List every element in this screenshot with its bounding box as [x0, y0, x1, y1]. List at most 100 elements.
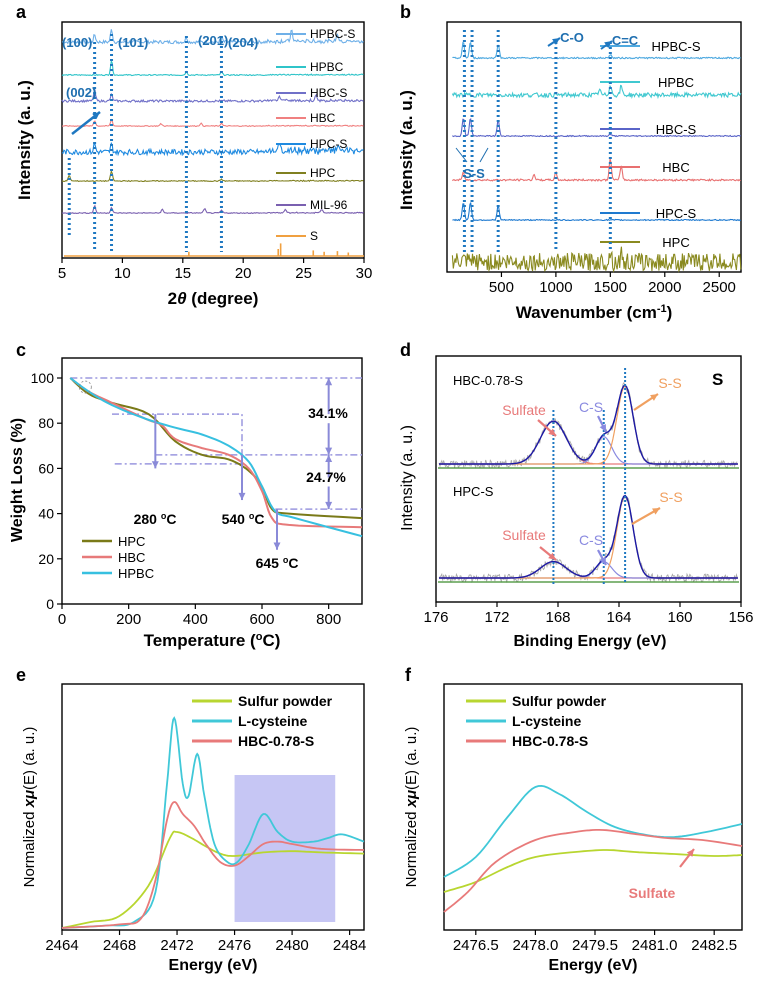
panel-b-ann-co: C-O: [560, 30, 584, 45]
panel-d-xlabel: Binding Energy (eV): [514, 633, 667, 650]
panel-d-arrow-sulfate-2-head: [548, 552, 556, 560]
panel-c-ann-280-c: C: [166, 511, 176, 527]
panel-f-ylabel: Normalized xμ(E) (a. u.): [403, 727, 420, 888]
panel-b-legend-HBC-S: HBC-S: [656, 122, 697, 137]
panel-b-ann-cc: C=C: [612, 33, 639, 48]
panel-e-frame: [61, 683, 365, 931]
panel-c-ann-280-deg: o: [161, 511, 167, 521]
panel-e-xtick-label-2: 2472: [160, 937, 193, 954]
panel-b-series-HPBC-S: [452, 41, 742, 60]
panel-a-xtick-label-2: 15: [174, 265, 191, 282]
panel-d-arrow-ss-2-head: [652, 508, 660, 515]
panel-a-xtick-label-5: 30: [356, 265, 373, 282]
panel-e-series-Sulfur powder: [61, 830, 365, 929]
panel-a-legend-HPC-S: HPC-S: [310, 137, 347, 151]
panel-d-arrow-cs-1-head: [599, 424, 606, 432]
panel-letter-b: b: [400, 2, 411, 22]
panel-c-ann-540: 540 oC: [222, 511, 265, 527]
panel-f-ann-sulfate: Sulfate: [629, 885, 676, 901]
panel-f-ylabel-x: x: [403, 798, 420, 808]
panel-b-ss-line-2: [479, 147, 489, 163]
panel-c-ytick-label-0: 0: [46, 596, 54, 612]
panel-d-xtick-label-5: 156: [728, 609, 753, 626]
panel-f-series-HBC-0.78-S: [443, 829, 743, 913]
panel-b-xtick-label-4: 2500: [703, 279, 736, 296]
panel-e-xtick-label-0: 2464: [45, 937, 78, 954]
panel-d-xtick-label-0: 176: [423, 609, 448, 626]
panel-c-ann-341: 34.1%: [308, 405, 348, 421]
panel-c-xtick-label-4: 800: [316, 611, 341, 628]
panel-d-label-hbc: HBC-0.78-S: [453, 373, 523, 388]
panel-c-arrow-540-head: [238, 492, 246, 501]
panel-c-ann-540-c: C: [254, 511, 264, 527]
panel-e-xtick-label-5: 2484: [333, 937, 366, 954]
panel-a-ann-002: (002): [66, 85, 96, 100]
panel-f-legend-0: Sulfur powder: [512, 693, 607, 709]
panel-b-ylabel: Intensity (a. u.): [397, 90, 416, 210]
panel-b-xtick-label-3: 2000: [648, 279, 681, 296]
panel-f-series-Sulfur powder: [443, 849, 743, 893]
panel-c-small-circle: [78, 380, 92, 394]
panel-d-fit-1: [439, 494, 738, 579]
panel-a-series-HBC: [61, 118, 364, 128]
panel-a-legend-HBC: HBC: [310, 111, 336, 125]
panel-b-arrow-cc-head: [604, 41, 612, 49]
panel-c-xtick-label-1: 200: [116, 611, 141, 628]
panel-f-xtick-label-3: 2481.0: [632, 937, 678, 954]
panel-a-legend-MIL-96: MIL-96: [310, 198, 348, 212]
panel-a-ylabel: Intensity (a. u.): [15, 80, 34, 200]
panel-letter-e: e: [16, 665, 26, 685]
panel-d-arrow-ss-1-head: [650, 394, 658, 401]
panel-c-legend-HPBC: HPBC: [118, 566, 154, 581]
panel-b-series-HBC: [452, 158, 741, 182]
panel-d-arrow-cs-2-head: [599, 557, 606, 565]
panel-d-ann-cs-1: C-S: [579, 399, 603, 415]
panel-a-xlabel-post: (degree): [187, 289, 259, 308]
panel-b-legend-HPBC: HPBC: [658, 75, 694, 90]
panel-e-legend-2: HBC-0.78-S: [238, 733, 314, 749]
panel-c-ytick-label-5: 100: [31, 370, 55, 386]
panel-f-series-L-cysteine: [443, 784, 743, 878]
panel-d-comp-0-2: [439, 385, 738, 465]
panel-b-xlabel-sup: -1: [657, 303, 667, 315]
panel-b-xlabel: Wavenumber (cm-1): [516, 303, 673, 322]
panel-d-ylabel: Intensity (a. u.): [399, 425, 416, 531]
panel-f-xtick-label-4: 2482.5: [691, 937, 737, 954]
panel-a-frame: [61, 21, 365, 259]
panel-f-frame: [443, 683, 743, 931]
panel-e-legend-1: L-cysteine: [238, 713, 307, 729]
panel-b-series-HPC-S: [452, 202, 741, 222]
panel-f-xtick-label-2: 2479.5: [572, 937, 618, 954]
panel-c-ann-280: 280 oC: [134, 511, 177, 527]
panel-a-ann-204: (204): [228, 35, 258, 50]
panel-c-ytick-label-2: 40: [38, 506, 54, 522]
panel-d-xtick-label-1: 172: [484, 609, 509, 626]
panel-a-ann-100: (100): [62, 35, 92, 50]
panel-c-ylabel: Weight Loss (%): [9, 418, 26, 542]
panel-f-legend-1: L-cysteine: [512, 713, 581, 729]
panel-a-xlabel: 2θ (degree): [168, 289, 259, 308]
panel-e-ylabel: Normalized xμ(E) (a. u.): [21, 727, 38, 888]
panel-f-ylabel-post: (E) (a. u.): [403, 727, 420, 790]
panel-c-xtick-label-3: 600: [249, 611, 274, 628]
panel-c-arrow-247-down-head: [325, 501, 333, 510]
panel-b-xtick-label-0: 500: [489, 279, 514, 296]
panel-a-series-HPC: [61, 169, 364, 183]
panel-a-xtick-label-3: 20: [235, 265, 252, 282]
panel-letter-c: c: [16, 340, 26, 360]
panel-a-xtick-label-1: 10: [114, 265, 131, 282]
panel-d-raw-0: [438, 381, 738, 469]
panel-c-ytick-label-4: 80: [38, 415, 54, 431]
panel-b-legend-HBC: HBC: [662, 160, 689, 175]
panel-a-legend-HPC: HPC: [310, 166, 336, 180]
panel-d-xtick-label-3: 164: [606, 609, 631, 626]
panel-e-ylabel-x: x: [21, 798, 38, 808]
panel-a-ann-101: (101): [118, 35, 148, 50]
panel-c-ytick-label-1: 20: [38, 551, 54, 567]
panel-d-label-hpc: HPC-S: [453, 484, 494, 499]
panel-c-ytick-label-3: 60: [38, 460, 54, 476]
panel-letter-d: d: [400, 340, 411, 360]
panel-c-series-HBC: [69, 377, 363, 529]
panel-c-xlabel-end: C): [262, 631, 280, 650]
panel-d-ann-sulfate-2: Sulfate: [502, 527, 546, 543]
